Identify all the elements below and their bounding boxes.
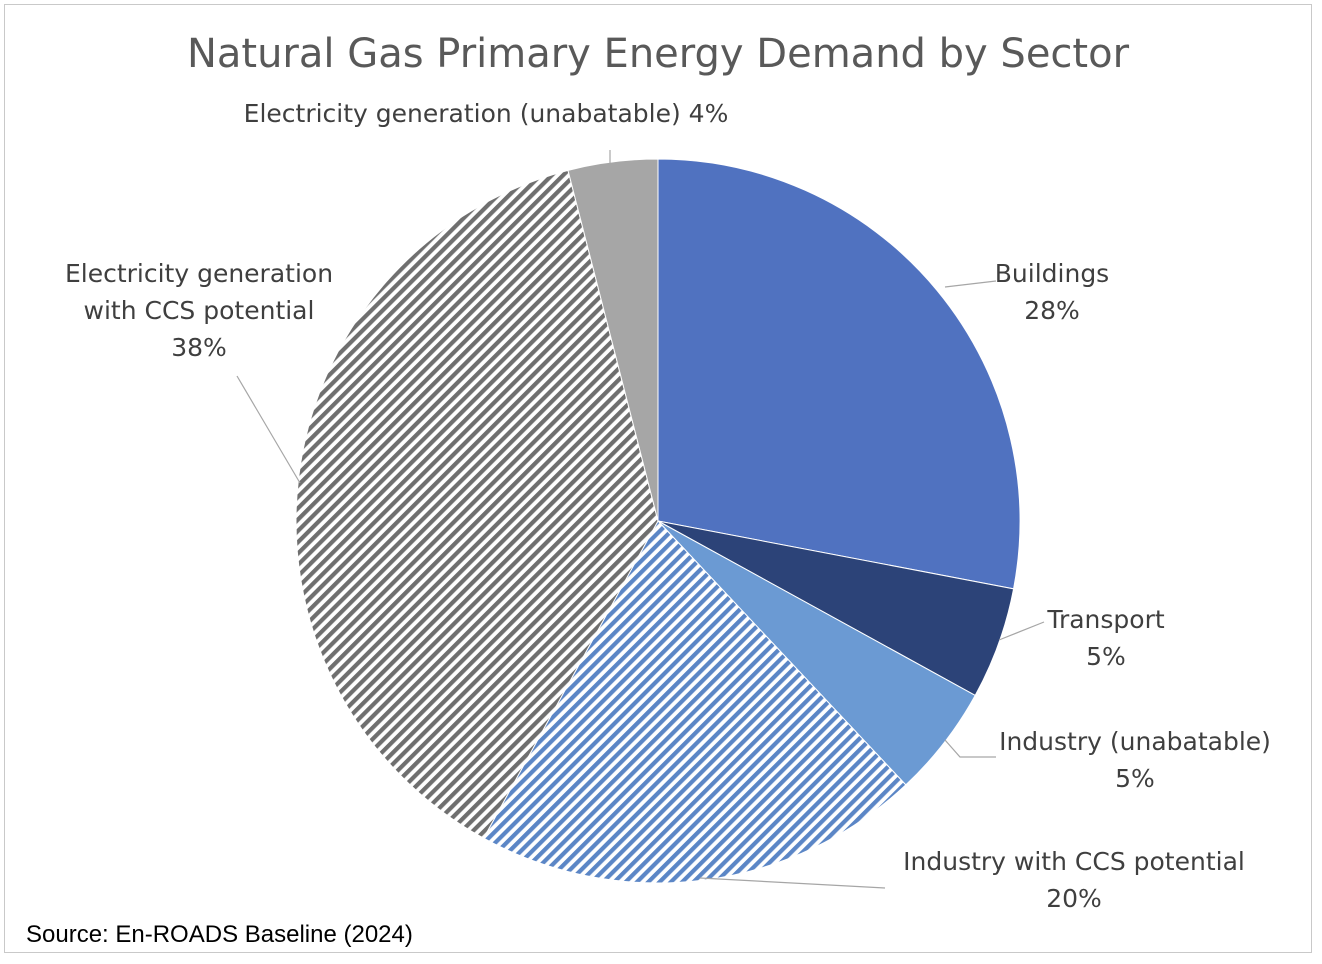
pie-slices — [295, 158, 1021, 884]
pie-slice-electricity-generation-with-ccs-potential[interactable] — [295, 169, 659, 839]
chart-title: Natural Gas Primary Energy Demand by Sec… — [187, 31, 1130, 77]
slice-label-electricity-generation-unabatable: Electricity generation (unabatable) 4% — [244, 99, 729, 128]
leader-lines — [236, 150, 1045, 889]
pie-slice-electricity-generation-unabatable[interactable] — [567, 158, 659, 522]
slice-labels: Buildings 28% Transport 5% Industry (unabata… — [65, 99, 1271, 913]
slice-label-transport: Transport 5% — [1046, 605, 1165, 671]
leader-line-transport — [998, 621, 1045, 641]
leader-line-industry-unabatable — [944, 739, 996, 758]
slice-label-industry-with-ccs-potential: Industry with CCS potential 20% — [903, 847, 1245, 913]
slice-label-electricity-generation-with-ccs-potential: Electricity generation with CCS potential… — [65, 259, 333, 362]
source-note: Source: En-ROADS Baseline (2024) — [26, 921, 413, 948]
leader-line-industry-with-ccs-potential — [699, 877, 886, 889]
pie-slice-buildings[interactable] — [657, 158, 1021, 590]
slice-label-industry-unabatable: Industry (unabatable) 5% — [999, 727, 1271, 793]
slice-label-buildings: Buildings 28% — [995, 259, 1109, 325]
leader-line-buildings — [944, 280, 997, 288]
pie-slice-industry-with-ccs-potential[interactable] — [482, 520, 907, 884]
leader-line-electricity-generation-with-ccs-potential — [236, 375, 301, 484]
